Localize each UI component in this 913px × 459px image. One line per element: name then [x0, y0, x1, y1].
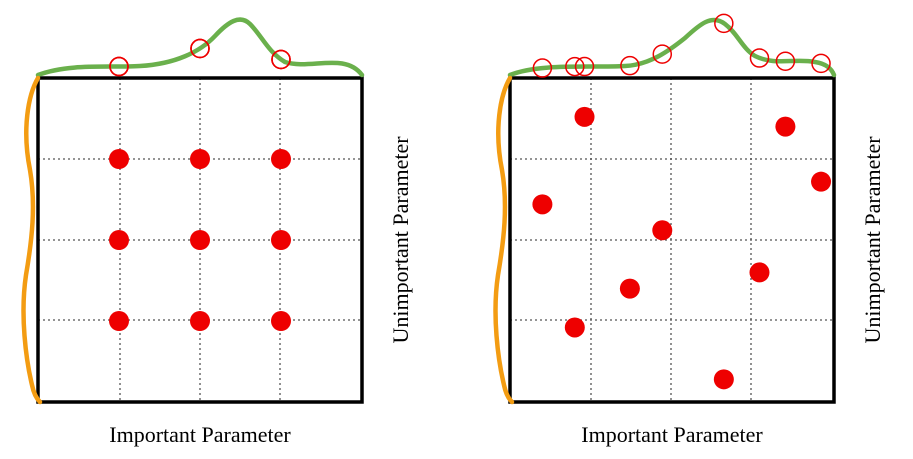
sample-point — [564, 317, 585, 338]
important-parameter-marginal-curve — [507, 17, 837, 78]
projected-sample-marker — [532, 58, 553, 78]
sample-points — [109, 149, 291, 331]
important-parameter-marginal-curve — [35, 17, 365, 78]
projected-samples — [109, 38, 291, 77]
sample-point — [109, 149, 129, 169]
sample-point — [713, 369, 734, 390]
projected-sample-marker — [811, 53, 831, 74]
sample-point — [190, 311, 210, 331]
sample-point — [574, 106, 595, 127]
projected-sample-marker — [714, 13, 734, 34]
projected-sample-marker — [271, 49, 291, 70]
random-layout-panel: Important Parameter Unimportant Paramete… — [493, 13, 885, 447]
projected-sample-marker — [620, 55, 640, 76]
sample-point — [811, 171, 832, 192]
projected-samples — [532, 13, 831, 78]
projected-sample-marker — [190, 38, 210, 59]
plot-frame — [508, 76, 836, 404]
sample-point — [749, 262, 770, 283]
plot-frame — [36, 76, 364, 404]
projected-sample-marker — [775, 51, 796, 71]
sample-point — [271, 311, 291, 331]
sample-point — [190, 230, 210, 250]
sample-points — [532, 106, 832, 390]
projected-sample-marker — [574, 56, 595, 77]
sample-point — [775, 116, 796, 137]
x-axis-label: Important Parameter — [109, 422, 291, 447]
projected-sample-marker — [749, 48, 770, 68]
sample-point — [652, 220, 673, 241]
sample-point — [619, 278, 640, 299]
sample-point — [190, 149, 210, 169]
projected-sample-marker — [652, 44, 673, 64]
projected-sample-marker — [565, 56, 585, 77]
grid-layout-panel: Important Parameter Unimportant Paramete… — [21, 17, 413, 447]
sample-point — [271, 230, 291, 250]
unimportant-parameter-marginal-curve — [493, 75, 515, 405]
y-axis-label: Unimportant Parameter — [860, 136, 885, 344]
projected-sample-marker — [109, 56, 129, 77]
y-axis-label: Unimportant Parameter — [388, 136, 413, 344]
gridlines — [510, 78, 834, 402]
sample-point — [109, 311, 129, 331]
x-axis-label: Important Parameter — [581, 422, 763, 447]
sample-point — [271, 149, 291, 169]
sample-point — [532, 194, 553, 215]
unimportant-parameter-marginal-curve — [21, 75, 43, 405]
sample-point — [109, 230, 129, 250]
